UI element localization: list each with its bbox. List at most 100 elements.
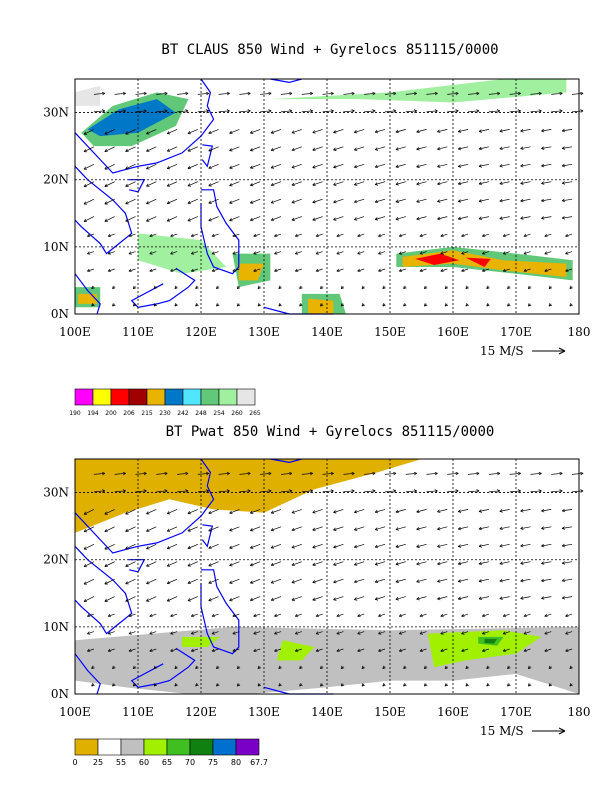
wind-vector — [378, 613, 386, 617]
wind-vector — [83, 561, 95, 568]
wind-vector-head — [146, 183, 150, 187]
wind-vector — [333, 509, 344, 513]
wind-vector-head — [125, 131, 129, 135]
wind-vector-head — [174, 665, 178, 670]
wind-vector-head — [185, 109, 189, 113]
wind-vector-head — [153, 303, 157, 307]
wind-vector-head — [455, 91, 459, 96]
wind-vector-head — [101, 489, 106, 493]
wind-vector — [572, 490, 584, 493]
wind-vector — [149, 648, 157, 652]
colorbar-swatch — [189, 738, 214, 756]
wind-vector — [419, 233, 427, 237]
wind-vector — [312, 526, 323, 531]
wind-vector — [87, 251, 95, 255]
colorbar-label: 215 — [141, 410, 153, 417]
wind-vector — [520, 509, 531, 512]
wind-vector-head — [143, 109, 147, 113]
wind-vector — [502, 648, 510, 652]
wind-vector — [416, 216, 427, 220]
wind-vector — [156, 92, 168, 95]
wind-vector — [461, 251, 469, 255]
wind-vector-head — [548, 285, 553, 290]
wind-vectors — [83, 471, 584, 687]
wind-vector — [291, 216, 302, 221]
wind-vector — [419, 613, 427, 617]
wind-vector-head — [354, 597, 358, 601]
wind-vector — [301, 110, 313, 113]
wind-vector-head — [107, 648, 112, 653]
wind-vector-head — [437, 544, 441, 548]
wind-vector — [322, 110, 334, 113]
wind-vector — [187, 198, 198, 204]
wind-vector — [149, 251, 157, 255]
wind-vector — [114, 110, 126, 113]
wind-vector — [187, 561, 198, 567]
colorbar-label: 230 — [159, 410, 171, 417]
wind-vector-head — [527, 285, 532, 290]
wind-vector-head — [457, 129, 462, 133]
wind-vector-head — [413, 471, 417, 476]
wind-vector — [375, 216, 386, 220]
colorbar-label: 60 — [139, 758, 149, 767]
wind-vector-head — [340, 683, 345, 687]
wind-vector-head — [83, 218, 88, 223]
wind-vector-head — [455, 109, 459, 113]
wind-vector — [125, 561, 136, 567]
wind-vector — [260, 110, 272, 113]
wind-vector — [565, 251, 573, 255]
wind-vector — [488, 472, 500, 475]
wind-vector-head — [312, 130, 316, 134]
wind-vector-head — [486, 665, 490, 670]
wind-vector-head — [132, 285, 137, 290]
wind-vector-head — [149, 648, 153, 653]
wind-vector — [544, 631, 552, 635]
wind-vector-head — [569, 683, 573, 687]
wind-vector — [146, 526, 157, 532]
wind-vector — [274, 268, 282, 272]
y-tick-label: 0N — [51, 687, 69, 701]
wind-vector-head — [336, 613, 340, 618]
wind-vector-head — [395, 199, 399, 203]
wind-vector-head — [125, 598, 129, 602]
wind-vector-head — [270, 200, 275, 204]
colorbar: 190 194 200 206 215 230 242 248 254 260 265 — [69, 388, 261, 417]
wind-vectors — [83, 91, 584, 307]
wind-vector — [322, 490, 334, 493]
wind-vector — [270, 216, 282, 221]
wind-vector-head — [187, 545, 191, 550]
wind-vector-head — [190, 268, 195, 273]
wind-vector — [354, 543, 365, 548]
wind-vector-head — [398, 233, 403, 238]
wind-vector-head — [440, 613, 444, 618]
wind-vector — [419, 648, 427, 652]
wind-vector — [167, 146, 178, 152]
wind-vector-head — [104, 511, 108, 515]
wind-vector — [562, 578, 573, 582]
wind-vector — [530, 92, 542, 95]
wind-vector — [482, 233, 490, 237]
wind-vector-head — [478, 544, 483, 548]
wind-vector — [107, 613, 115, 617]
wind-vector — [239, 110, 251, 113]
wind-vector-head — [382, 665, 386, 670]
wind-vector-head — [315, 648, 319, 653]
wind-vector — [83, 163, 95, 170]
wind-vector — [461, 233, 469, 237]
wind-vector — [125, 596, 136, 602]
wind-vector-head — [517, 489, 521, 493]
wind-vector-head — [257, 665, 262, 670]
wind-vector-head — [496, 91, 501, 96]
wind-vector-head — [457, 526, 462, 531]
wind-vector — [405, 92, 417, 95]
wind-vector-head — [372, 471, 376, 476]
wind-vector — [104, 543, 115, 550]
colorbar-swatch — [200, 388, 220, 406]
wind-vector — [135, 490, 147, 493]
field-region — [484, 638, 498, 644]
wind-vector — [437, 146, 448, 150]
wind-vector-head — [132, 665, 137, 670]
wind-vector-head — [195, 285, 199, 290]
colorbar-label: 70 — [185, 758, 195, 767]
wind-vector-head — [374, 164, 379, 169]
